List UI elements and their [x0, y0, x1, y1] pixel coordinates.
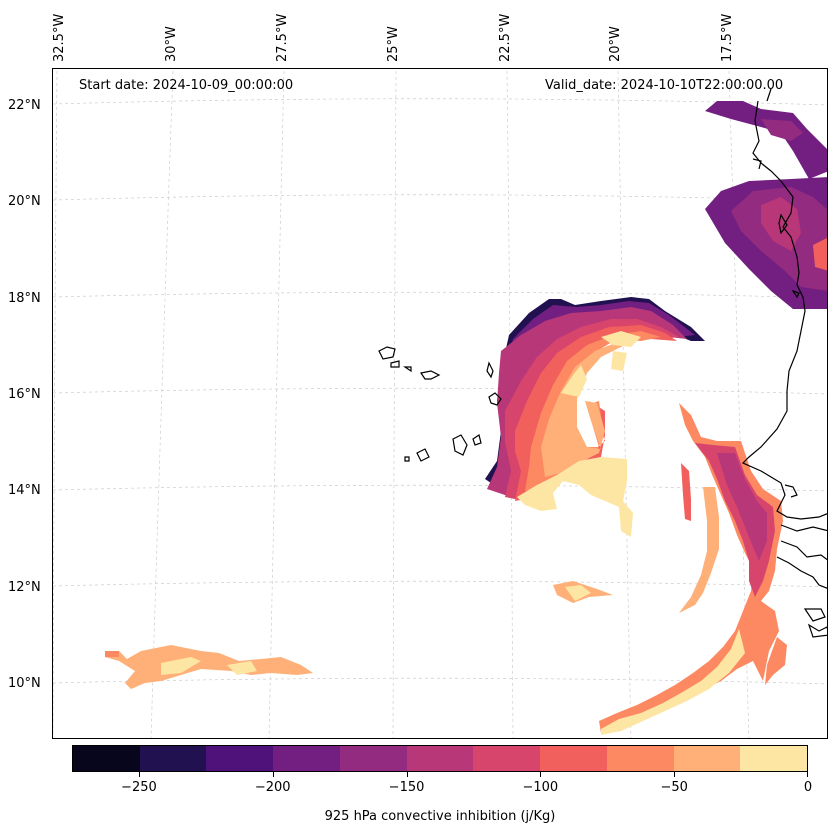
- cin-field-central: [485, 297, 705, 603]
- colorbar-segment: [473, 746, 541, 771]
- colorbar-segment: [406, 746, 474, 771]
- map-area[interactable]: [52, 68, 828, 739]
- coastlines: [741, 88, 827, 638]
- colorbar-tick: [406, 772, 408, 777]
- colorbar-tick-label: 0: [803, 780, 813, 795]
- lon-label-27-5w: 27.5°W: [275, 13, 290, 62]
- lon-label-25w: 25°W: [386, 26, 401, 62]
- colorbar-title: 925 hPa convective inhibition (j/Kg): [324, 809, 556, 824]
- colorbar-tick-label: −150: [388, 780, 425, 795]
- colorbar-segment: [73, 746, 140, 771]
- colorbar-tick: [138, 772, 140, 777]
- lat-label-12n: 12°N: [8, 580, 41, 595]
- colorbar-segment: [540, 746, 607, 771]
- cin-field-north: [705, 101, 827, 309]
- lon-label-32-5w: 32.5°W: [52, 13, 67, 62]
- start-date-label: Start date: 2024-10-09_00:00:00: [79, 78, 294, 93]
- lat-label-20n: 20°N: [8, 194, 41, 209]
- lon-label-22-5w: 22.5°W: [498, 13, 513, 62]
- colorbar: [72, 745, 808, 772]
- colorbar-segment: [673, 746, 741, 771]
- colorbar-tick: [540, 772, 542, 777]
- lon-label-20w: 20°W: [608, 26, 623, 62]
- lon-label-30w: 30°W: [164, 26, 179, 62]
- colorbar-tick-label: −50: [660, 780, 688, 795]
- valid-date-label: Valid_date: 2024-10-10T22:00:00.00: [545, 78, 784, 93]
- cin-field-coastal-arc: [599, 403, 787, 735]
- lat-label-14n: 14°N: [8, 483, 41, 498]
- lon-label-17-5w: 17.5°W: [720, 13, 735, 62]
- cin-field-west: [105, 645, 313, 689]
- colorbar-segment: [206, 746, 274, 771]
- cape-verde-islands: [378, 346, 502, 462]
- colorbar-tick-label: −200: [254, 780, 291, 795]
- lat-label-22n: 22°N: [8, 98, 41, 113]
- colorbar-tick-label: −100: [522, 780, 559, 795]
- colorbar-tick: [674, 772, 676, 777]
- colorbar-tick-label: −250: [121, 780, 157, 795]
- colorbar-segment: [139, 746, 207, 771]
- colorbar-segment: [606, 746, 674, 771]
- colorbar-segment: [740, 746, 808, 771]
- colorbar-tick: [807, 772, 808, 777]
- colorbar-segment: [273, 746, 340, 771]
- colorbar-tick: [272, 772, 274, 777]
- lat-label-16n: 16°N: [8, 387, 41, 402]
- gridlines: [53, 70, 827, 738]
- lat-label-18n: 18°N: [8, 291, 41, 306]
- lat-label-10n: 10°N: [8, 676, 41, 691]
- colorbar-segment: [339, 746, 407, 771]
